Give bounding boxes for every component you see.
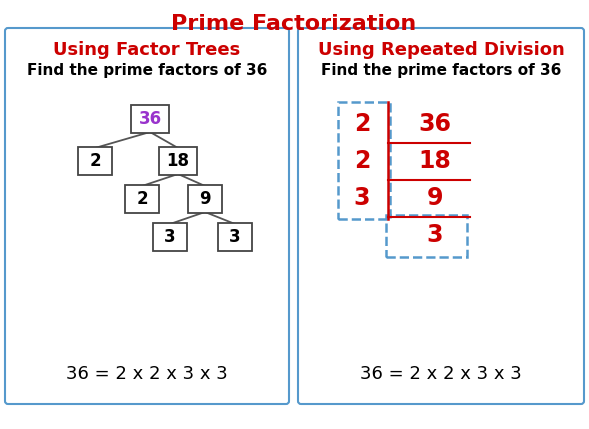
Text: Prime Factorization: Prime Factorization	[171, 14, 416, 34]
Text: 3: 3	[229, 228, 241, 246]
FancyBboxPatch shape	[153, 223, 187, 251]
Text: 18: 18	[167, 152, 190, 170]
FancyBboxPatch shape	[125, 185, 159, 213]
Text: 3: 3	[354, 186, 370, 210]
FancyBboxPatch shape	[78, 147, 112, 175]
Text: Find the prime factors of 36: Find the prime factors of 36	[321, 63, 561, 78]
Text: 2: 2	[354, 149, 370, 173]
FancyBboxPatch shape	[218, 223, 252, 251]
FancyBboxPatch shape	[298, 28, 584, 404]
Text: Using Factor Trees: Using Factor Trees	[54, 41, 241, 59]
Text: 36 = 2 x 2 x 3 x 3: 36 = 2 x 2 x 3 x 3	[360, 365, 522, 383]
FancyBboxPatch shape	[131, 105, 169, 133]
Text: 3: 3	[427, 223, 444, 247]
Bar	[386, 214, 467, 257]
FancyBboxPatch shape	[5, 28, 289, 404]
Bar	[338, 102, 390, 218]
Text: Find the prime factors of 36: Find the prime factors of 36	[27, 63, 267, 78]
Text: 36 = 2 x 2 x 3 x 3: 36 = 2 x 2 x 3 x 3	[66, 365, 228, 383]
Text: 18: 18	[419, 149, 451, 173]
Text: 2: 2	[136, 190, 148, 208]
Text: 2: 2	[354, 112, 370, 136]
Text: Using Repeated Division: Using Repeated Division	[317, 41, 564, 59]
FancyBboxPatch shape	[188, 185, 222, 213]
Text: 3: 3	[164, 228, 176, 246]
Text: 9: 9	[199, 190, 211, 208]
Text: 9: 9	[427, 186, 444, 210]
FancyBboxPatch shape	[159, 147, 197, 175]
Text: 36: 36	[419, 112, 452, 136]
Text: 36: 36	[138, 110, 161, 128]
Text: 2: 2	[89, 152, 101, 170]
